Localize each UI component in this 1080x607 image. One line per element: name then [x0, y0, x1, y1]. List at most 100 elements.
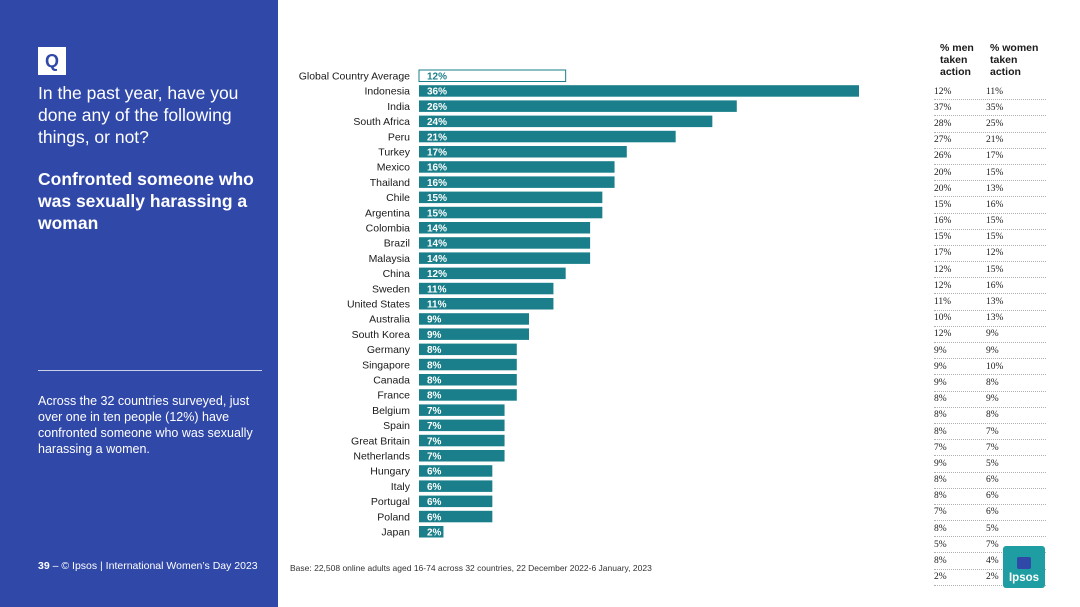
women-value: 6% [986, 491, 999, 502]
category-label: Belgium [372, 405, 410, 417]
bar-value-label: 6% [427, 497, 442, 508]
women-value: 10% [986, 361, 1004, 372]
bar-value-label: 7% [427, 421, 442, 432]
logo-text: Ipsos [1008, 572, 1040, 584]
bar [419, 130, 676, 143]
bar-value-label: 24% [427, 117, 447, 128]
bar-value-label: 36% [427, 87, 447, 98]
bar-value-label: 8% [427, 376, 442, 387]
bar [419, 526, 444, 538]
bar [419, 465, 493, 477]
side-table-rows: 12% 11% 37% 35% 28% 25% 27% 21% 26% 17% 20% 15% 20% 1… [934, 84, 1046, 586]
category-label: Global Country Average [299, 71, 410, 83]
bar-value-label: 6% [427, 467, 442, 478]
women-value: 16% [986, 280, 1004, 291]
bar-value-label: 14% [427, 224, 447, 235]
men-value: 17% [934, 248, 952, 259]
bar [419, 161, 615, 173]
men-value: 7% [934, 507, 947, 518]
men-value: 5% [934, 539, 947, 550]
women-value: 8% [986, 410, 999, 421]
table-row: 12% 11% [934, 84, 1046, 101]
men-value: 8% [934, 394, 947, 405]
bar [419, 176, 615, 188]
men-value: 9% [934, 345, 947, 356]
women-value: 5% [986, 458, 999, 469]
table-row: 2% 2% [934, 570, 1046, 586]
table-row: 15% 15% [934, 230, 1046, 246]
women-value: 5% [986, 523, 999, 534]
table-row: 8% 6% [934, 473, 1046, 489]
table-row: 20% 15% [934, 165, 1046, 182]
bar [419, 252, 591, 264]
table-row: 15% 16% [934, 197, 1046, 214]
bar [419, 282, 554, 295]
bar [419, 313, 529, 325]
women-value: 15% [986, 232, 1004, 243]
women-value: 9% [986, 394, 999, 405]
category-label: Australia [369, 314, 410, 326]
bar-chart: Global Country Average 12% Indonesia 36% Ind… [299, 69, 859, 539]
question-text: In the past year, have you done any of t… [38, 83, 239, 147]
category-label: South Korea [352, 329, 411, 341]
category-label: Mexico [377, 162, 410, 174]
bar [419, 419, 505, 432]
women-value: 6% [986, 507, 999, 518]
table-row: 7% 7% [934, 440, 1046, 457]
bar-value-label: 8% [427, 345, 442, 356]
category-label: Netherlands [353, 451, 410, 463]
bar [419, 191, 603, 204]
category-label: France [377, 390, 410, 402]
table-row: 5% 7% [934, 537, 1046, 554]
women-value: 9% [986, 329, 999, 340]
men-value: 20% [934, 167, 952, 178]
bar-value-label: 11% [427, 284, 447, 295]
bar [419, 298, 554, 310]
footer-separator: – [52, 560, 59, 572]
men-value: 9% [934, 361, 947, 372]
men-value: 15% [934, 199, 952, 210]
men-value: 27% [934, 135, 952, 146]
bar [419, 237, 591, 249]
women-value: 7% [986, 539, 999, 550]
table-row: 9% 10% [934, 359, 1046, 376]
bar-value-label: 26% [427, 102, 447, 113]
category-label: Malaysia [369, 253, 411, 265]
bar [419, 115, 713, 128]
table-row: 16% 15% [934, 214, 1046, 230]
divider [38, 370, 262, 371]
category-label: Indonesia [364, 86, 410, 98]
table-row: 10% 13% [934, 311, 1046, 327]
category-label: Chile [386, 192, 410, 204]
men-value: 8% [934, 475, 947, 486]
category-label: Japan [381, 527, 410, 539]
category-label: Turkey [378, 147, 410, 159]
women-value: 8% [986, 377, 999, 388]
table-row: 11% 13% [934, 294, 1046, 311]
men-value: 37% [934, 102, 952, 113]
bar [419, 480, 493, 492]
table-row: 8% 7% [934, 424, 1046, 441]
women-value: 13% [986, 183, 1004, 194]
women-value: 16% [986, 199, 1004, 210]
bar [419, 146, 627, 158]
table-row: 12% 9% [934, 327, 1046, 343]
women-value: 7% [986, 426, 999, 437]
women-value: 17% [986, 151, 1004, 162]
men-value: 12% [934, 264, 952, 275]
men-value: 9% [934, 458, 947, 469]
men-value: 9% [934, 377, 947, 388]
category-label: Portugal [371, 496, 410, 508]
table-row: 8% 4% [934, 553, 1046, 570]
question-highlight: Confronted someone who was sexually hara… [38, 169, 254, 233]
bar-value-label: 16% [427, 178, 447, 189]
bar-value-label: 15% [427, 193, 447, 204]
category-label: Germany [367, 344, 411, 356]
bar-value-label: 8% [427, 360, 442, 371]
bar-value-label: 7% [427, 436, 442, 447]
bar [419, 358, 517, 371]
men-value: 8% [934, 523, 947, 534]
side-table-header: % men taken action % women taken action [934, 42, 1046, 84]
category-label: Poland [377, 511, 410, 523]
bar [419, 389, 517, 401]
